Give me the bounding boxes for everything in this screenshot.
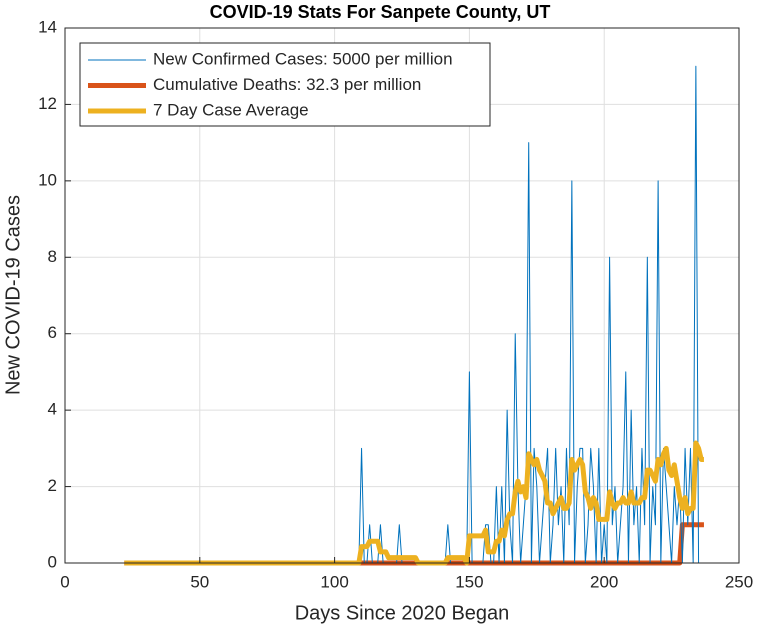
series-line bbox=[124, 440, 704, 566]
legend-label: New Confirmed Cases: 5000 per million bbox=[153, 49, 453, 68]
y-axis-label: New COVID-19 Cases bbox=[2, 195, 24, 395]
legend: New Confirmed Cases: 5000 per million Cum… bbox=[88, 49, 453, 119]
y-tick-label: 10 bbox=[38, 170, 57, 189]
y-tick-label: 6 bbox=[48, 323, 57, 342]
x-axis-label: Days Since 2020 Began bbox=[295, 602, 510, 624]
y-tick-label: 0 bbox=[48, 552, 57, 571]
legend-label: 7 Day Case Average bbox=[153, 100, 309, 119]
legend-box bbox=[79, 42, 491, 127]
x-tick-label: 50 bbox=[190, 572, 209, 591]
x-tick-label: 100 bbox=[320, 572, 348, 591]
x-tick-label: 0 bbox=[60, 572, 69, 591]
y-tick-label: 14 bbox=[38, 17, 57, 36]
ticks: 0 50 100 150 200 250 0 2 4 6 8 10 12 14 bbox=[38, 17, 753, 591]
y-tick-label: 12 bbox=[38, 94, 57, 113]
y-tick-label: 2 bbox=[48, 476, 57, 495]
y-tick-label: 4 bbox=[48, 400, 57, 419]
x-tick-label: 250 bbox=[725, 572, 753, 591]
x-tick-label: 150 bbox=[455, 572, 483, 591]
chart-title: COVID-19 Stats For Sanpete County, UT bbox=[210, 2, 551, 22]
x-tick-label: 200 bbox=[590, 572, 618, 591]
legend-label: Cumulative Deaths: 32.3 per million bbox=[153, 75, 421, 94]
y-tick-label: 8 bbox=[48, 247, 57, 266]
plot-frame bbox=[64, 27, 740, 564]
